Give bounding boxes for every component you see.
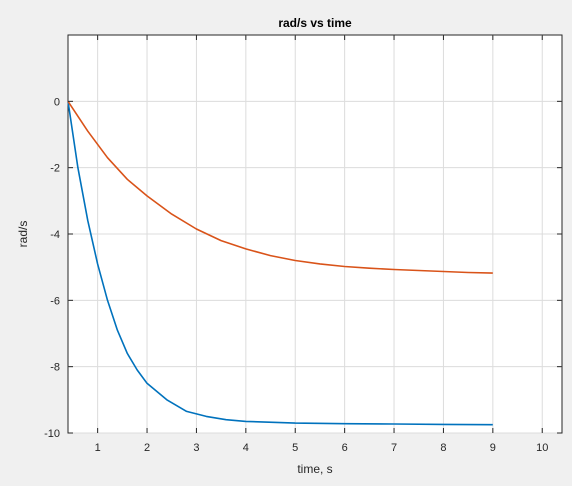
x-tick-label: 3 [193,442,199,454]
x-tick-label: 4 [243,442,249,454]
y-tick-label: -10 [44,428,60,440]
y-tick-label: -2 [50,163,60,175]
series-line-1 [67,101,493,426]
x-tick-label: 8 [440,442,446,454]
y-axis-label: rad/s [16,221,30,248]
series-layer [67,100,493,426]
y-tick-label: -6 [50,295,60,307]
x-axis-label: time, s [297,462,332,476]
x-tick-label: 1 [95,442,101,454]
x-tick-label: 6 [342,442,348,454]
grid [68,35,562,434]
y-tick-label: -4 [50,229,60,241]
y-tick-label: 0 [54,96,60,108]
x-tick-label: 10 [536,442,548,454]
x-tick-label: 2 [144,442,150,454]
series-line-2 [67,100,493,274]
x-tick-label: 7 [391,442,397,454]
ticks: 1 2 3 4 5 6 7 8 9 10 -10 -8 -6 -4 -2 0 [44,35,562,454]
chart-title: rad/s vs time [278,16,352,30]
x-tick-label: 9 [490,442,496,454]
x-tick-label: 5 [292,442,298,454]
y-tick-label: -8 [50,362,60,374]
